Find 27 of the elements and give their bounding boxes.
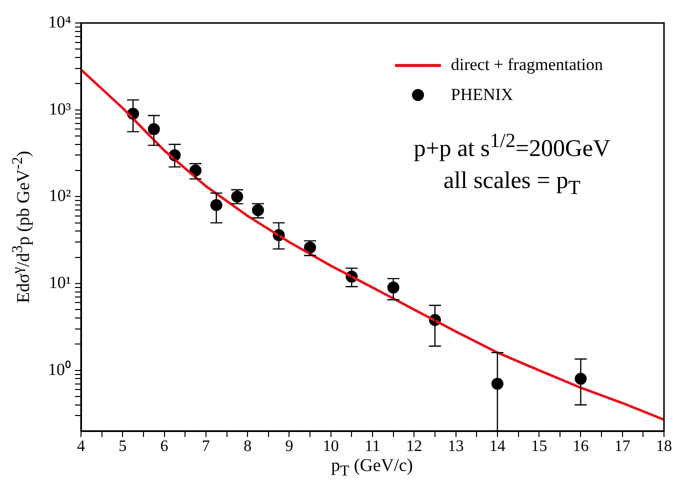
x-tick-label: 5 <box>118 438 127 455</box>
annotation: all scales = p$_{T}$ <box>443 168 581 200</box>
y-tick-label: 10³ <box>48 99 71 118</box>
x-tick-label: 10 <box>322 438 339 455</box>
y-tick-label: 10⁴ <box>48 12 72 32</box>
x-tick-label: 17 <box>614 438 630 455</box>
point <box>148 123 160 136</box>
x-tick-label: 15 <box>531 438 548 455</box>
legend-label: direct + fragmentation <box>450 55 603 75</box>
x-axis-title: p$_{T}$ (GeV/c) <box>331 455 413 481</box>
y-tick-label: 10² <box>48 186 71 206</box>
x-tick-label: 7 <box>202 438 210 455</box>
y-tick-label: 10¹ <box>48 272 71 292</box>
x-tick-label: 12 <box>406 438 422 455</box>
x-tick-label: 18 <box>656 438 672 455</box>
x-tick-label: 14 <box>489 438 506 455</box>
x-tick-label: 16 <box>572 438 589 455</box>
x-tick-label: 8 <box>244 438 252 455</box>
x-tick-label: 9 <box>285 438 294 455</box>
x-tick-label: 4 <box>77 438 85 455</box>
legend-label: PHENIX <box>450 85 514 105</box>
y-tick-label: 10⁰ <box>48 360 71 379</box>
annotation: p+p at s$^{1/2}$=200GeV <box>414 130 610 163</box>
x-tick-label: 13 <box>448 438 464 455</box>
x-tick-label: 6 <box>160 438 168 455</box>
point <box>491 378 504 390</box>
x-tick-label: 11 <box>364 438 380 455</box>
